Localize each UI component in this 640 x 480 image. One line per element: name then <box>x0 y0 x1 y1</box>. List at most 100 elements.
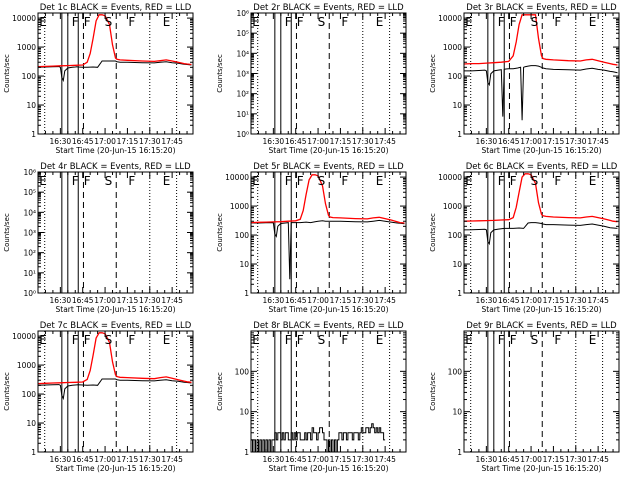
x-tick-label: 17:45 <box>587 455 609 464</box>
y-tick-label: 1 <box>457 448 462 457</box>
y-axis-label: Counts/sec <box>429 372 437 411</box>
x-tick-label: 16:45 <box>72 455 94 464</box>
region-marker: E <box>589 15 597 29</box>
x-tick-label: 16:45 <box>285 137 307 146</box>
region-marker: F <box>128 333 135 347</box>
series-line-events <box>464 222 618 246</box>
panel-title: Det 7c BLACK = Events, RED = LLD <box>40 321 192 331</box>
x-tick-label: 17:15 <box>117 455 139 464</box>
x-tick-label: 17:45 <box>374 137 396 146</box>
region-marker: E <box>465 333 473 347</box>
x-tick-label: 17:45 <box>587 137 609 146</box>
region-marker: F <box>510 174 517 188</box>
x-tick-label: 17:15 <box>543 296 565 305</box>
y-tick-label: 1 <box>457 289 462 298</box>
y-tick-label: 10 <box>26 419 36 428</box>
x-tick-label: 17:00 <box>94 296 116 305</box>
y-tick-label: 1000 <box>230 202 249 211</box>
x-tick-label: 16:45 <box>498 455 520 464</box>
x-tick-label: 17:00 <box>307 137 329 146</box>
region-marker: E <box>376 15 384 29</box>
panel-title: Det 1c BLACK = Events, RED = LLD <box>40 3 192 13</box>
y-axis-label: Counts/sec <box>216 213 224 252</box>
x-tick-label: 17:15 <box>330 455 352 464</box>
region-marker: S <box>531 174 539 188</box>
region-marker: F <box>554 333 561 347</box>
x-tick-label: 16:45 <box>285 296 307 305</box>
region-marker: F <box>510 15 517 29</box>
region-marker: E <box>39 333 47 347</box>
region-marker: F <box>498 174 505 188</box>
region-marker: S <box>105 174 113 188</box>
region-marker: S <box>105 15 113 29</box>
region-marker: F <box>341 333 348 347</box>
y-axis-label: Counts/sec <box>429 54 437 93</box>
region-marker: F <box>554 15 561 29</box>
series-line-events <box>251 219 405 280</box>
y-tick-label: 10⁶ <box>23 168 36 177</box>
x-tick-label: 16:30 <box>263 296 285 305</box>
y-tick-label: 1000 <box>17 43 36 52</box>
x-tick-label: 17:30 <box>565 296 587 305</box>
region-marker: F <box>554 174 561 188</box>
x-tick-label: 16:30 <box>476 137 498 146</box>
x-axis-label: Start Time (20-Jun-15 16:15:20) <box>269 146 389 155</box>
panel-title: Det 2r BLACK = Events, RED = LLD <box>253 3 404 13</box>
x-tick-label: 17:00 <box>94 137 116 146</box>
x-axis-label: Start Time (20-Jun-15 16:15:20) <box>56 464 176 473</box>
x-tick-label: 17:00 <box>520 455 542 464</box>
x-tick-label: 16:30 <box>476 296 498 305</box>
panel-title: Det 4r BLACK = Events, RED = LLD <box>40 162 191 172</box>
y-tick-label: 10000 <box>12 14 36 23</box>
plot-frame <box>463 171 620 294</box>
y-tick-label: 100 <box>235 231 250 240</box>
x-tick-label: 17:15 <box>330 137 352 146</box>
region-marker: S <box>318 333 326 347</box>
panel-title: Det 6c BLACK = Events, RED = LLD <box>466 162 618 172</box>
x-tick-label: 17:15 <box>543 455 565 464</box>
region-marker: F <box>498 15 505 29</box>
region-marker: E <box>163 333 171 347</box>
region-marker: S <box>318 15 326 29</box>
panel-title: Det 5r BLACK = Events, RED = LLD <box>253 162 404 172</box>
region-marker: F <box>128 174 135 188</box>
y-tick-label: 1 <box>244 448 249 457</box>
x-tick-label: 17:30 <box>352 296 374 305</box>
region-marker: E <box>589 174 597 188</box>
y-tick-label: 10 <box>452 101 462 110</box>
y-axis-label: Counts/sec <box>3 54 11 93</box>
x-tick-label: 16:30 <box>263 137 285 146</box>
y-tick-label: 1 <box>457 130 462 139</box>
region-marker: E <box>252 15 260 29</box>
x-tick-label: 17:45 <box>161 137 183 146</box>
y-tick-label: 100 <box>22 72 37 81</box>
region-marker: S <box>531 15 539 29</box>
region-marker: E <box>589 333 597 347</box>
x-tick-label: 17:30 <box>565 137 587 146</box>
x-tick-label: 16:30 <box>50 296 72 305</box>
y-tick-label: 100 <box>448 72 463 81</box>
x-tick-label: 17:45 <box>374 455 396 464</box>
region-marker: F <box>297 174 304 188</box>
y-tick-label: 1 <box>31 130 36 139</box>
x-tick-label: 16:45 <box>498 137 520 146</box>
y-tick-label: 10⁴ <box>23 208 36 217</box>
region-marker: E <box>465 15 473 29</box>
x-tick-label: 16:30 <box>476 455 498 464</box>
y-tick-label: 10² <box>236 90 249 99</box>
series-line-events <box>38 378 192 401</box>
x-tick-label: 17:15 <box>543 137 565 146</box>
x-axis-label: Start Time (20-Jun-15 16:15:20) <box>269 464 389 473</box>
y-tick-label: 10 <box>452 260 462 269</box>
panel-title: Det 3r BLACK = Events, RED = LLD <box>466 3 617 13</box>
y-tick-label: 10⁶ <box>236 9 249 18</box>
x-tick-label: 17:15 <box>117 296 139 305</box>
